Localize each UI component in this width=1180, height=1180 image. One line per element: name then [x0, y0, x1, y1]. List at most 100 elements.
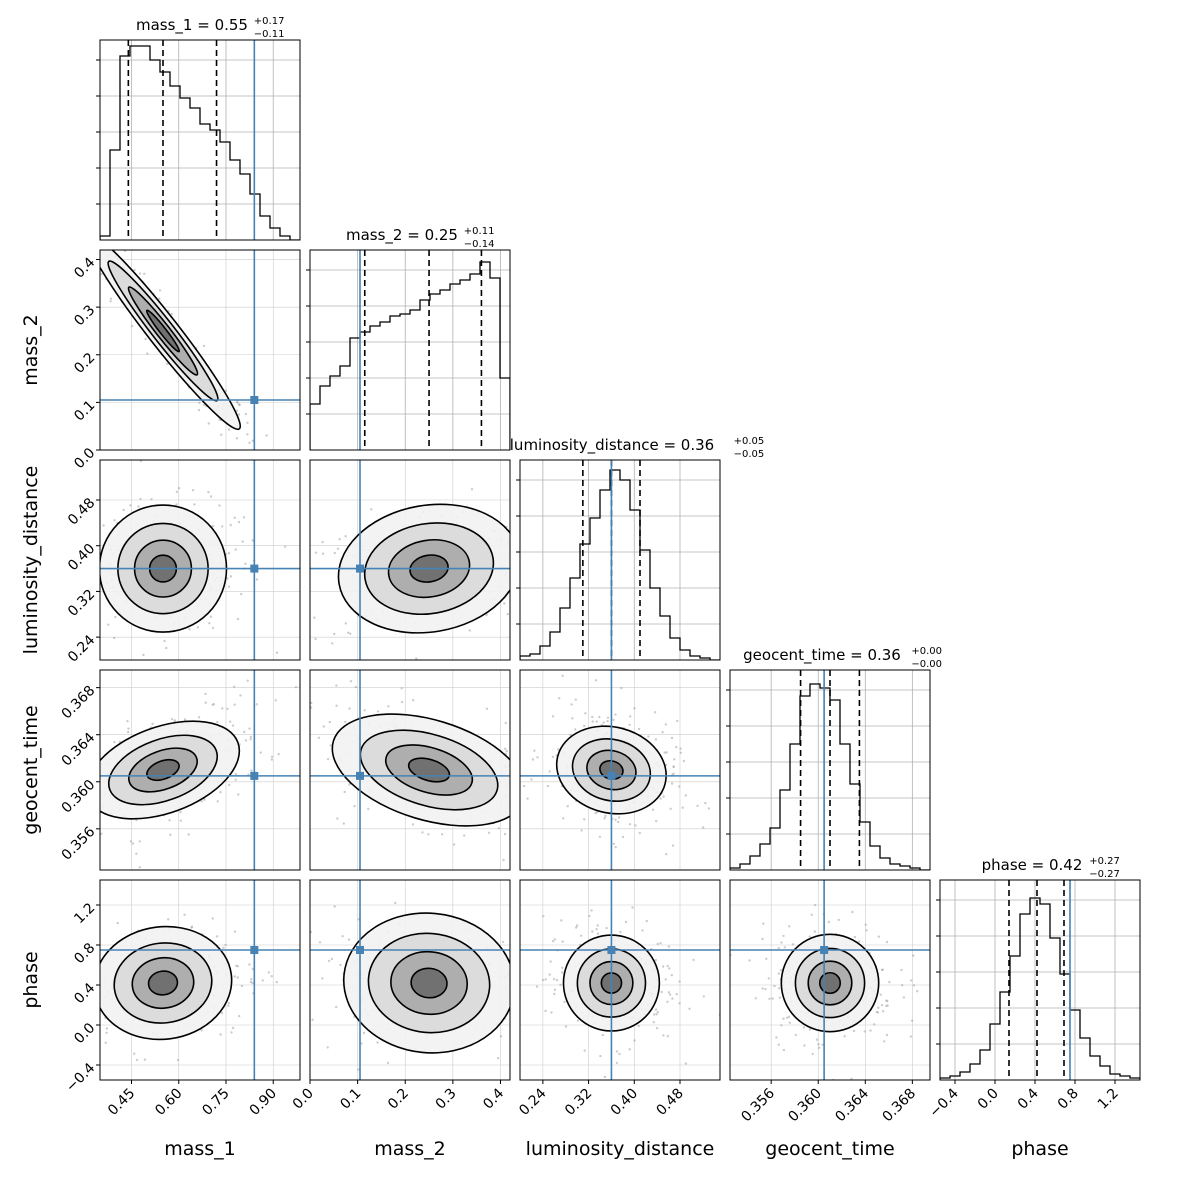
sample-point [135, 1058, 139, 1062]
sample-point [234, 548, 237, 551]
sample-point [229, 720, 232, 723]
sample-point [97, 794, 99, 796]
sample-point [331, 642, 334, 645]
panel-content [100, 40, 300, 240]
sample-point [79, 230, 81, 232]
x-tick-label: −0.4 [926, 1085, 961, 1120]
panel-frame [519, 669, 721, 871]
sample-point [503, 602, 506, 605]
sample-point [348, 707, 351, 710]
sample-point [314, 551, 318, 554]
sample-point [604, 814, 607, 818]
sample-point [243, 730, 246, 734]
sample-point [158, 289, 162, 292]
sample-point [78, 635, 80, 637]
sample-point [665, 853, 668, 856]
sample-point [274, 699, 277, 702]
x-axis-label-phase: phase [1011, 1138, 1068, 1160]
x-axis-label-geocent_time: geocent_time [765, 1138, 894, 1160]
sample-point [788, 1021, 791, 1024]
sample-point [601, 1033, 604, 1037]
sample-point [139, 460, 142, 463]
sample-point [661, 965, 665, 968]
sample-point [879, 993, 882, 996]
sample-point [179, 810, 182, 814]
sample-point [333, 632, 336, 636]
title-geocent_time: geocent_time = 0.36 [743, 646, 901, 665]
contour-line-2 [128, 747, 198, 793]
sample-point [66, 983, 68, 985]
sample-point [633, 707, 636, 710]
sample-point [242, 516, 246, 519]
sample-point [575, 924, 579, 927]
sample-point [221, 525, 224, 528]
panel-phase-mass_2: 0.0 0.1 0.2 0.3 0.4 mass_2 [290, 879, 511, 1160]
contour-line-1 [367, 932, 491, 1034]
sample-point [881, 968, 885, 971]
sample-point [229, 575, 233, 578]
sample-point [662, 795, 665, 798]
sample-point [787, 1015, 791, 1018]
sample-point [344, 622, 347, 625]
sample-point [771, 997, 774, 1000]
sample-point [87, 241, 89, 243]
sample-point [70, 979, 72, 981]
sample-point [246, 433, 249, 436]
sample-point [341, 935, 344, 938]
sample-point [78, 213, 80, 215]
panel-mass_1-mass_1: mass_1 = 0.55 +0.17 −0.11 [96, 16, 301, 241]
sample-point [219, 791, 222, 794]
sample-point [342, 822, 345, 825]
sample-point [427, 833, 430, 836]
title-mass_2: mass_2 = 0.25 [346, 226, 458, 245]
density-level-3 [146, 310, 180, 352]
sample-point [595, 720, 598, 723]
panel-geocent_time-mass_2 [309, 669, 511, 871]
sample-point [311, 1018, 314, 1021]
sample-point [505, 749, 508, 753]
sample-point [95, 1042, 97, 1044]
sample-point [339, 963, 342, 967]
sample-point [664, 978, 667, 981]
sample-point [226, 707, 229, 710]
sample-point [574, 698, 577, 701]
sample-point [92, 627, 94, 629]
sample-point [676, 719, 679, 723]
sample-point [75, 221, 77, 223]
sample-point [31, 949, 33, 951]
sample-point [15, 138, 17, 140]
sample-point [902, 996, 906, 999]
sample-point [628, 1048, 631, 1051]
sample-point [803, 1044, 806, 1047]
sample-point [236, 617, 240, 621]
sample-point [92, 236, 94, 238]
sample-point [231, 724, 235, 727]
sample-point [60, 978, 62, 980]
sample-point [468, 629, 471, 632]
sample-point [599, 1054, 602, 1058]
sample-point [576, 1019, 580, 1022]
sample-point [183, 718, 187, 721]
title-upper-error: +0.17 [254, 16, 285, 27]
sample-point [207, 490, 210, 494]
sample-point [90, 975, 92, 977]
sample-point [183, 913, 186, 916]
sample-point [612, 718, 615, 722]
sample-point [170, 312, 173, 316]
x-tick-label: 0.4 [1015, 1085, 1042, 1112]
sample-point [704, 801, 707, 805]
sample-point [169, 833, 172, 836]
sample-point [59, 209, 61, 211]
sample-point [138, 272, 142, 275]
sample-point [594, 812, 597, 815]
sample-point [313, 616, 316, 619]
sample-point [808, 1028, 812, 1031]
x-tick-label: 0.75 [199, 1086, 232, 1119]
truth-marker [356, 564, 364, 573]
sample-point [916, 990, 919, 993]
panel-geocent_time-luminosity_distance [519, 669, 721, 871]
x-tick-label: 0.48 [653, 1086, 686, 1119]
sample-point [96, 972, 98, 974]
truth-marker [820, 946, 829, 954]
sample-point [97, 792, 99, 794]
